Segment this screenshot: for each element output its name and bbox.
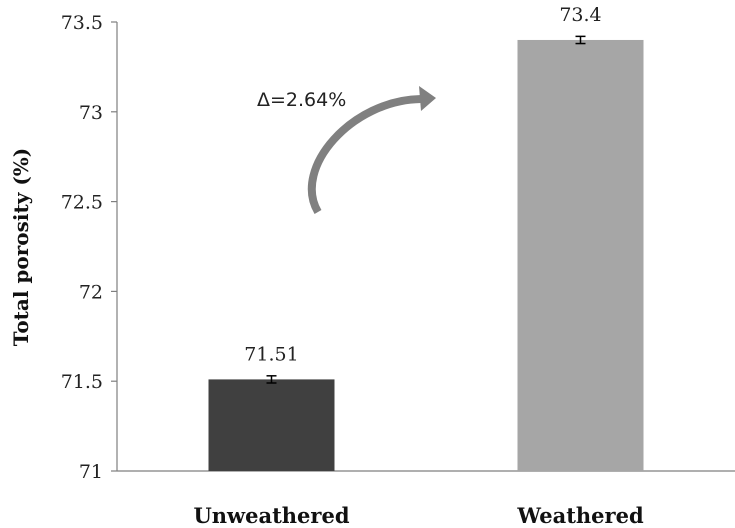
y-tick-label: 73.5 (61, 12, 103, 34)
x-category-label: Unweathered (193, 503, 349, 528)
change-arrow (308, 95, 422, 215)
y-tick-label: 72.5 (61, 192, 103, 214)
bar (517, 39, 644, 472)
annotation: Δ=2.64% (257, 86, 436, 215)
x-category-label: Weathered (516, 503, 644, 528)
y-tick-label: 72 (79, 281, 103, 303)
y-tick-label: 73 (79, 102, 103, 124)
y-tick-label: 71 (79, 461, 103, 483)
y-tick-label: 71.5 (61, 371, 103, 393)
delta-annotation: Δ=2.64% (257, 89, 346, 111)
labels: 71.51 Unweathered 73.4 Weathered (193, 4, 643, 528)
bar (208, 379, 335, 471)
bars (208, 39, 644, 472)
error-bars (266, 35, 586, 384)
data-label: 73.4 (559, 4, 601, 26)
data-label: 71.51 (244, 343, 298, 365)
change-arrow-head (419, 86, 436, 111)
y-axis-title: Total porosity (%) (9, 148, 33, 347)
